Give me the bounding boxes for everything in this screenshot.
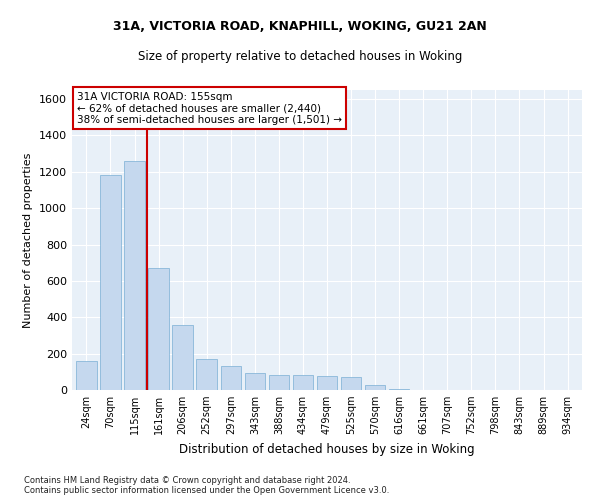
Text: Contains public sector information licensed under the Open Government Licence v3: Contains public sector information licen… bbox=[24, 486, 389, 495]
Bar bbox=[341, 378, 361, 390]
Bar bbox=[389, 389, 409, 390]
Bar bbox=[172, 324, 193, 390]
Bar bbox=[196, 359, 217, 390]
Y-axis label: Number of detached properties: Number of detached properties bbox=[23, 152, 34, 328]
Bar bbox=[124, 161, 145, 390]
Bar bbox=[317, 376, 337, 390]
Bar bbox=[245, 372, 265, 390]
X-axis label: Distribution of detached houses by size in Woking: Distribution of detached houses by size … bbox=[179, 442, 475, 456]
Bar bbox=[221, 366, 241, 390]
Bar bbox=[148, 268, 169, 390]
Text: 31A, VICTORIA ROAD, KNAPHILL, WOKING, GU21 2AN: 31A, VICTORIA ROAD, KNAPHILL, WOKING, GU… bbox=[113, 20, 487, 33]
Text: Size of property relative to detached houses in Woking: Size of property relative to detached ho… bbox=[138, 50, 462, 63]
Bar bbox=[76, 361, 97, 390]
Text: Contains HM Land Registry data © Crown copyright and database right 2024.: Contains HM Land Registry data © Crown c… bbox=[24, 476, 350, 485]
Text: 31A VICTORIA ROAD: 155sqm
← 62% of detached houses are smaller (2,440)
38% of se: 31A VICTORIA ROAD: 155sqm ← 62% of detac… bbox=[77, 92, 342, 124]
Bar bbox=[293, 376, 313, 390]
Bar bbox=[269, 374, 289, 390]
Bar bbox=[100, 176, 121, 390]
Bar bbox=[365, 384, 385, 390]
